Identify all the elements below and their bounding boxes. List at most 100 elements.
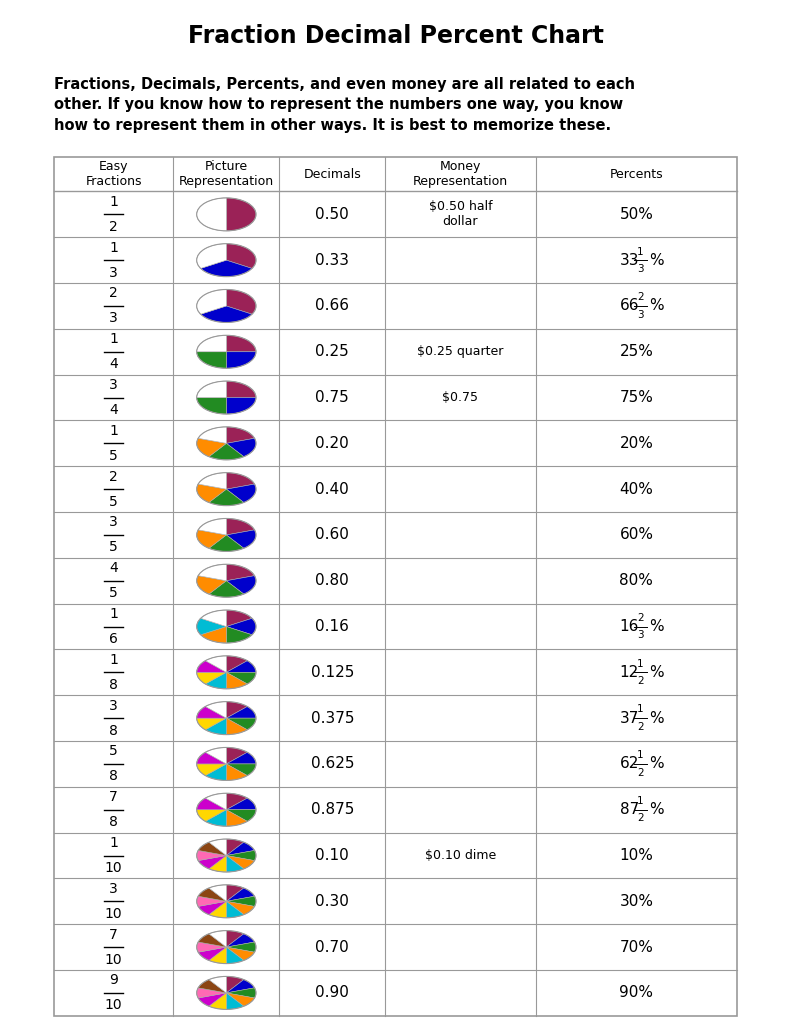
Text: 5: 5 xyxy=(109,541,118,554)
Polygon shape xyxy=(209,855,226,872)
Text: 37: 37 xyxy=(620,711,639,726)
Polygon shape xyxy=(226,244,256,268)
Polygon shape xyxy=(226,655,248,673)
Polygon shape xyxy=(197,484,226,503)
Polygon shape xyxy=(226,885,244,901)
Polygon shape xyxy=(201,610,226,627)
Polygon shape xyxy=(197,438,226,457)
Text: 1: 1 xyxy=(109,836,118,850)
Polygon shape xyxy=(198,473,226,489)
Polygon shape xyxy=(226,901,255,914)
Polygon shape xyxy=(226,896,256,906)
Text: 4: 4 xyxy=(109,561,118,575)
Polygon shape xyxy=(209,931,226,947)
Polygon shape xyxy=(226,618,256,635)
Polygon shape xyxy=(206,701,226,718)
Polygon shape xyxy=(226,855,255,868)
Text: 2: 2 xyxy=(637,676,644,686)
Polygon shape xyxy=(226,660,256,673)
Polygon shape xyxy=(198,980,226,993)
Text: 3: 3 xyxy=(109,265,118,280)
Text: 80%: 80% xyxy=(619,573,653,588)
Text: %: % xyxy=(649,711,664,726)
Text: %: % xyxy=(649,802,664,817)
Polygon shape xyxy=(226,810,248,826)
Polygon shape xyxy=(226,748,248,764)
Text: Picture
Representation: Picture Representation xyxy=(179,160,274,188)
Polygon shape xyxy=(226,839,244,855)
Polygon shape xyxy=(226,798,256,810)
Text: 0.875: 0.875 xyxy=(311,802,354,817)
Text: 9: 9 xyxy=(109,974,118,987)
Polygon shape xyxy=(198,842,226,855)
Text: 62: 62 xyxy=(620,757,639,771)
Polygon shape xyxy=(197,575,226,594)
Polygon shape xyxy=(197,707,226,718)
Polygon shape xyxy=(201,260,252,276)
Polygon shape xyxy=(197,335,226,352)
Text: 2: 2 xyxy=(109,470,118,483)
Polygon shape xyxy=(226,352,256,369)
Polygon shape xyxy=(226,764,256,775)
Text: 12: 12 xyxy=(620,665,639,680)
Polygon shape xyxy=(201,306,252,323)
Polygon shape xyxy=(197,764,226,775)
Polygon shape xyxy=(197,850,226,860)
Polygon shape xyxy=(206,718,226,734)
Polygon shape xyxy=(197,673,226,684)
Text: %: % xyxy=(649,253,664,267)
Polygon shape xyxy=(226,575,256,594)
Polygon shape xyxy=(209,885,226,901)
Polygon shape xyxy=(209,977,226,993)
Text: Fractions, Decimals, Percents, and even money are all related to each: Fractions, Decimals, Percents, and even … xyxy=(54,77,635,92)
Text: 40%: 40% xyxy=(619,481,653,497)
Polygon shape xyxy=(197,352,226,369)
Text: 0.70: 0.70 xyxy=(316,940,349,954)
Text: 8: 8 xyxy=(109,815,118,829)
Polygon shape xyxy=(226,673,256,684)
Text: 0.40: 0.40 xyxy=(316,481,349,497)
Polygon shape xyxy=(226,993,244,1010)
Text: 30%: 30% xyxy=(619,894,653,909)
Text: 2: 2 xyxy=(109,220,118,233)
Polygon shape xyxy=(226,627,252,643)
Polygon shape xyxy=(226,888,255,901)
Polygon shape xyxy=(206,748,226,764)
Text: 66: 66 xyxy=(620,298,639,313)
Text: 1: 1 xyxy=(109,607,118,621)
Polygon shape xyxy=(226,764,248,780)
Text: 3: 3 xyxy=(637,630,644,640)
Polygon shape xyxy=(198,993,226,1007)
Polygon shape xyxy=(206,810,226,826)
Text: 0.10: 0.10 xyxy=(316,848,349,863)
Polygon shape xyxy=(206,673,226,689)
Text: 90%: 90% xyxy=(619,985,653,1000)
Text: 8: 8 xyxy=(109,678,118,692)
Polygon shape xyxy=(226,850,256,860)
Polygon shape xyxy=(226,335,256,352)
Text: 3: 3 xyxy=(109,698,118,713)
Text: 10: 10 xyxy=(104,861,123,876)
Polygon shape xyxy=(198,901,226,914)
Text: 4: 4 xyxy=(109,357,118,372)
Text: 3: 3 xyxy=(109,378,118,392)
Text: 3: 3 xyxy=(109,311,118,326)
Polygon shape xyxy=(197,198,226,230)
Polygon shape xyxy=(197,529,226,548)
Text: 5: 5 xyxy=(109,744,118,759)
Polygon shape xyxy=(198,947,226,961)
Text: 0.66: 0.66 xyxy=(316,298,350,313)
Polygon shape xyxy=(226,484,256,503)
Polygon shape xyxy=(209,839,226,855)
Polygon shape xyxy=(226,753,256,764)
Text: 0.625: 0.625 xyxy=(311,757,354,771)
Polygon shape xyxy=(201,627,226,643)
Text: 0.33: 0.33 xyxy=(316,253,350,267)
Text: 2: 2 xyxy=(637,813,644,823)
Text: %: % xyxy=(649,665,664,680)
Text: Easy
Fractions: Easy Fractions xyxy=(85,160,142,188)
Text: %: % xyxy=(649,757,664,771)
Polygon shape xyxy=(197,618,226,635)
Polygon shape xyxy=(226,934,255,947)
Text: 1: 1 xyxy=(109,424,118,438)
